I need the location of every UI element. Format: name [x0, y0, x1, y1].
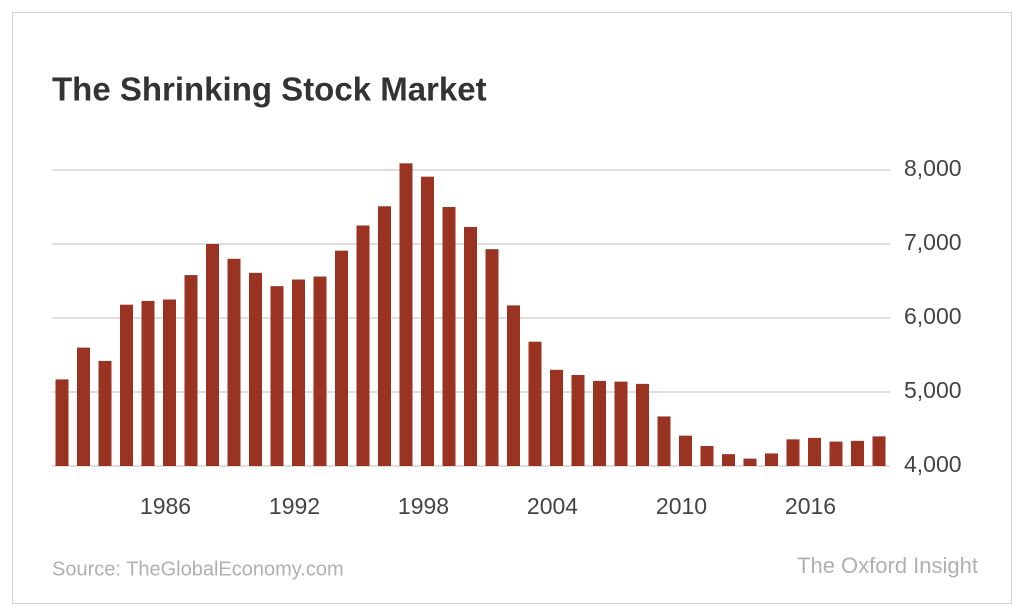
- bar: [528, 341, 542, 466]
- bar: [593, 380, 606, 466]
- bar: [120, 304, 133, 466]
- bar: [851, 440, 864, 466]
- bar: [550, 369, 563, 466]
- bar: [292, 279, 305, 466]
- bar: [141, 300, 155, 466]
- y-tick-label: 5,000: [904, 377, 962, 403]
- x-tick-label: 1998: [398, 493, 449, 519]
- bar: [421, 176, 434, 466]
- bar: [163, 299, 176, 466]
- y-tick-label: 6,000: [904, 303, 962, 329]
- bar: [227, 258, 241, 466]
- bar: [765, 453, 778, 466]
- bar: [77, 347, 90, 466]
- bar: [786, 439, 800, 466]
- y-tick-label: 8,000: [904, 155, 962, 181]
- bar: [184, 275, 198, 466]
- bar: [464, 226, 477, 466]
- bar: [378, 206, 391, 466]
- bar: [636, 383, 649, 466]
- x-tick-label: 1986: [140, 493, 191, 519]
- chart-title: The Shrinking Stock Market: [52, 71, 487, 108]
- source: Source: TheGlobalEconomy.com: [52, 558, 344, 580]
- bar: [313, 276, 327, 466]
- bar: [571, 374, 585, 466]
- bar: [55, 379, 69, 466]
- bar: [679, 435, 692, 466]
- bar: [743, 458, 757, 466]
- bar: [206, 244, 219, 466]
- y-tick-label: 4,000: [904, 451, 962, 477]
- bar: [507, 305, 520, 466]
- bar: [829, 441, 843, 466]
- bar: [700, 446, 714, 466]
- bar: [872, 436, 886, 466]
- x-tick-label: 2004: [527, 493, 578, 519]
- bar: [335, 250, 348, 466]
- bar: [98, 360, 112, 466]
- y-tick-label: 7,000: [904, 229, 962, 255]
- bar: [485, 249, 499, 466]
- bar: [356, 225, 370, 466]
- bar: [442, 207, 456, 466]
- bar: [249, 272, 262, 466]
- x-tick-label: 2010: [656, 493, 707, 519]
- bar: [399, 163, 413, 466]
- credit: The Oxford Insight: [797, 553, 978, 578]
- bar: [808, 437, 821, 466]
- x-tick-label: 2016: [785, 493, 836, 519]
- bar: [270, 286, 284, 466]
- bar: [657, 416, 671, 466]
- x-tick-label: 1992: [269, 493, 320, 519]
- bar: [722, 454, 735, 466]
- bar: [614, 381, 628, 466]
